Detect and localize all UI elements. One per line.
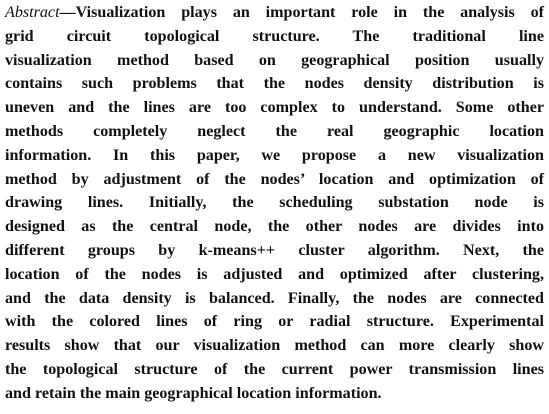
abstract-line: and retain the main geographical locatio…	[5, 384, 382, 402]
abstract-line: visualization method based on geographic…	[5, 51, 544, 69]
abstract-line: the topological structure of the current…	[5, 360, 544, 378]
abstract-line: method by adjustment of the nodes’ locat…	[5, 170, 544, 188]
abstract-line: designed as the central node, the other …	[5, 218, 544, 236]
abstract-line: information. In this paper, we propose a…	[5, 146, 544, 164]
abstract-line: location of the nodes is adjusted and op…	[5, 265, 544, 283]
abstract-line-text: —Visualization plays an important role i…	[59, 4, 544, 21]
abstract-label: Abstract	[5, 4, 60, 21]
abstract-line: and the data density is balanced. Finall…	[5, 289, 544, 307]
abstract-line: uneven and the lines are too complex to …	[5, 99, 544, 117]
abstract-line: results show that our visualization meth…	[5, 337, 544, 355]
abstract-paragraph: Abstract—Visualization plays an importan…	[5, 1, 544, 406]
abstract-line: methods completely neglect the real geog…	[5, 122, 544, 140]
abstract-line: contains such problems that the nodes de…	[5, 75, 544, 93]
abstract-line: different groups by k-means++ cluster al…	[5, 241, 544, 259]
abstract-line: Abstract—Visualization plays an importan…	[5, 1, 544, 25]
abstract-line: grid circuit topological structure. The …	[5, 27, 544, 45]
abstract-line: with the colored lines of ring or radial…	[5, 313, 544, 331]
abstract-line: drawing lines. Initially, the scheduling…	[5, 194, 544, 212]
